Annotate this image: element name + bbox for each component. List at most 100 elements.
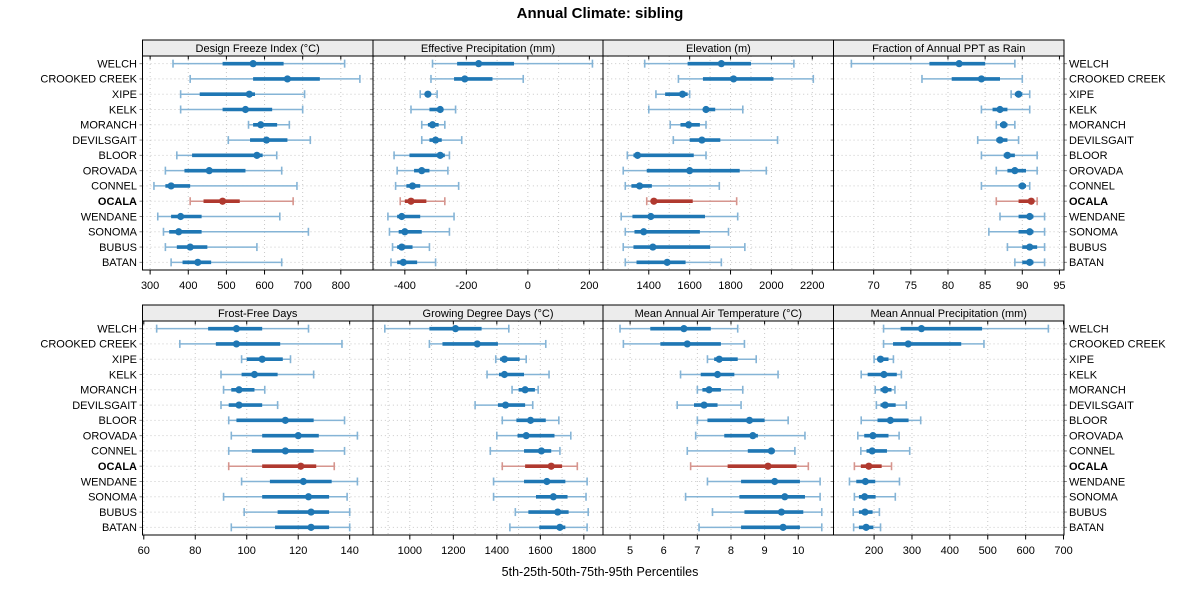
median-dot (996, 136, 1004, 144)
station-label-right-ocala: OCALA (1069, 196, 1108, 208)
interval-wendane (620, 212, 739, 221)
station-label-left-bloor: BLOOR (98, 415, 137, 427)
median-dot (996, 105, 1004, 114)
interval-crooked-creek (430, 74, 525, 83)
interval-sonoma (853, 492, 897, 501)
median-dot (167, 182, 175, 190)
interval-kelk (980, 105, 1031, 114)
interval-wendane (387, 212, 455, 221)
x-tick-label: 500 (217, 280, 235, 292)
station-label-right-bubus: BUBUS (1069, 507, 1107, 519)
x-axis: 70 75 80 85 90 95 (868, 56, 1066, 292)
x-tick-label: 1000 (398, 545, 422, 557)
interval-devilsgait (676, 401, 742, 410)
interval-bloor (696, 416, 789, 425)
station-label-left-bloor: BLOOR (98, 150, 137, 162)
station-label-right-ocala: OCALA (1069, 461, 1108, 473)
median-dot (235, 386, 243, 394)
interval-xipe (179, 90, 306, 99)
median-dot (649, 243, 657, 251)
interval-xipe (706, 355, 758, 364)
median-dot (475, 60, 483, 68)
median-dot (218, 197, 227, 205)
median-dot (861, 493, 869, 501)
interval-welch (431, 59, 594, 68)
station-label-right-xipe: XIPE (1069, 89, 1094, 101)
median-dot (685, 121, 693, 129)
interval-sonoma (162, 227, 310, 236)
station-label-right-orovada: OROVADA (1069, 430, 1124, 442)
station-label-left-wendane: WENDANE (81, 211, 137, 223)
interval-wendane (492, 477, 588, 486)
median-dot (1003, 151, 1012, 159)
interval-ocala (501, 462, 579, 471)
station-label-right-crooked-creek: CROOKED CREEK (1069, 339, 1166, 351)
interval-sonoma (388, 227, 451, 236)
median-dot (186, 243, 194, 251)
x-tick-label: 1200 (441, 545, 465, 557)
median-dot (680, 325, 688, 333)
median-dot (1026, 212, 1034, 221)
interval-wendane (848, 477, 901, 486)
median-dot (1011, 167, 1019, 175)
median-dot (258, 355, 266, 363)
station-label-left-moranch: MORANCH (80, 385, 137, 397)
interval-orovada (694, 431, 806, 440)
x-tick-label: 1400 (637, 280, 661, 292)
median-dot (683, 340, 691, 348)
panel-mean-annual-air-temperature-c: 5 6 7 8 9 10 Mean Annual Air Temperature (°C) (600, 304, 837, 557)
interval-welch (643, 59, 795, 68)
median-dot (700, 401, 708, 409)
median-dot (543, 477, 551, 486)
median-dot (205, 167, 213, 175)
median-dot (537, 447, 546, 455)
x-tick-label: 100 (238, 545, 256, 557)
x-tick-label: 6 (661, 545, 667, 557)
median-dot (861, 477, 869, 486)
median-dot (702, 105, 710, 114)
median-dot (698, 136, 706, 144)
x-tick-label: 800 (332, 280, 350, 292)
station-label-left-connel: CONNEL (91, 181, 137, 193)
interval-xipe (655, 90, 691, 99)
x-tick-label: 0 (525, 280, 531, 292)
station-label-left-xipe: XIPE (112, 89, 137, 101)
interval-sonoma (684, 492, 821, 501)
median-dot (869, 432, 877, 440)
interval-devilsgait (976, 136, 1020, 145)
interval-sonoma (492, 492, 587, 501)
x-tick-label: 10 (792, 545, 804, 557)
station-label-right-batan: BATAN (1069, 522, 1104, 534)
interval-connel (394, 181, 460, 190)
median-dot (253, 151, 261, 159)
interval-crooked-creek (622, 339, 746, 348)
station-label-left-connel: CONNEL (91, 446, 137, 458)
x-tick-label: 90 (1016, 280, 1028, 292)
interval-devilsgait (672, 136, 779, 145)
median-dot (398, 212, 406, 221)
station-label-right-sonoma: SONOMA (1069, 492, 1119, 504)
median-dot (917, 325, 926, 333)
interval-moranch (874, 385, 896, 394)
station-label-right-connel: CONNEL (1069, 446, 1115, 458)
station-label-left-bubus: BUBUS (99, 242, 137, 254)
strip-title: Mean Annual Precipitation (mm) (870, 308, 1027, 320)
x-tick-label: 85 (979, 280, 991, 292)
interval-bloor (227, 416, 346, 425)
x-tick-label: 1800 (572, 545, 596, 557)
interval-bubus (391, 243, 431, 252)
interval-moranch (995, 120, 1016, 129)
x-tick-label: 75 (905, 280, 917, 292)
interval-batan (852, 523, 882, 532)
interval-batan (230, 523, 351, 532)
median-dot (473, 340, 481, 348)
interval-ocala (995, 197, 1038, 206)
median-dot (307, 508, 315, 516)
median-dot (715, 355, 723, 363)
x-tick-label: 400 (179, 280, 197, 292)
median-dot (299, 477, 307, 486)
panel-mean-annual-precipitation-mm: 200 300 400 500 600 700 Mean Annual Precipitat… (830, 304, 1073, 557)
interval-sonoma (988, 227, 1046, 236)
median-dot (501, 401, 510, 409)
median-dot (549, 493, 557, 501)
